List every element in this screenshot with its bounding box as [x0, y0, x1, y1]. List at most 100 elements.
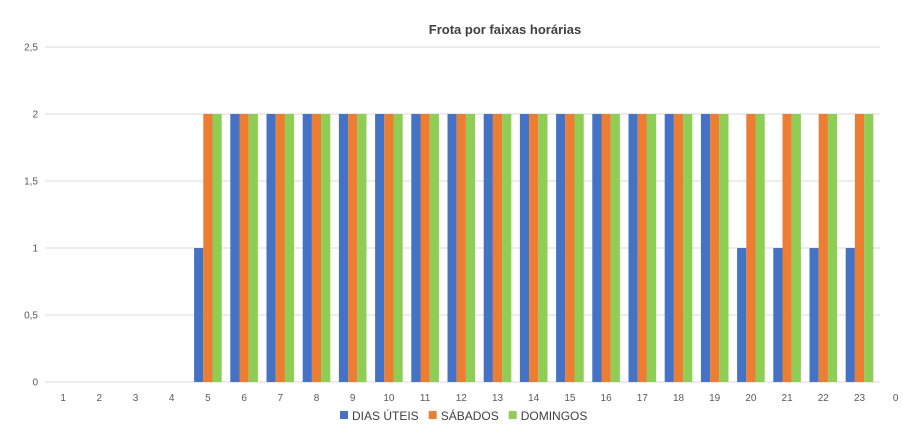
bar-s-bados-12	[456, 114, 466, 382]
bar-dias-teis-19	[700, 114, 711, 382]
bar-dias-teis-18	[664, 114, 674, 382]
bar-dias-teis-23	[845, 248, 855, 382]
bar-domingos-19	[719, 114, 729, 382]
legend-label: DOMINGOS	[521, 409, 588, 423]
bar-s-bados-6	[239, 114, 249, 382]
bars	[194, 114, 874, 382]
legend-swatch	[508, 411, 517, 419]
bar-dias-teis-16	[592, 114, 602, 382]
bar-s-bados-21	[782, 114, 792, 382]
y-tick-label: 2	[32, 110, 38, 121]
bar-dias-teis-10	[375, 114, 385, 382]
bar-dias-teis-8	[302, 114, 312, 382]
x-axis-ticks: 1 2 3 4 5 6 7 8 9 10 11 12 13 14 15 16 17 18 19 20 21 22 23 0	[60, 393, 899, 404]
bar-domingos-15	[574, 114, 584, 382]
bar-domingos-5	[212, 114, 222, 382]
chart-title: Frota por faixas horárias	[429, 22, 581, 37]
bar-domingos-12	[465, 114, 476, 382]
x-tick-label: 19	[709, 393, 721, 404]
bar-domingos-17	[646, 114, 657, 382]
x-tick-label: 7	[278, 393, 284, 404]
x-tick-label: 18	[673, 393, 685, 404]
x-tick-label: 1	[60, 393, 66, 404]
bar-domingos-11	[429, 114, 439, 382]
x-tick-label: 12	[456, 393, 468, 404]
x-tick-label: 21	[782, 393, 794, 404]
legend: DIAS ÚTEIS SÁBADOS DOMINGOS	[340, 408, 587, 423]
x-tick-label: 20	[745, 393, 757, 404]
x-tick-label: 23	[854, 393, 866, 404]
bar-domingos-14	[538, 114, 548, 382]
bar-domingos-10	[393, 114, 403, 382]
x-tick-label: 2	[97, 393, 103, 404]
bar-s-bados-19	[710, 114, 720, 382]
y-tick-label: 1,5	[24, 177, 38, 188]
x-tick-label: 14	[528, 393, 540, 404]
legend-label: SÁBADOS	[441, 408, 499, 423]
bar-dias-teis-21	[773, 248, 783, 382]
x-tick-label: 15	[564, 393, 576, 404]
x-tick-label: 10	[383, 393, 395, 404]
legend-swatch	[428, 411, 437, 419]
bar-s-bados-8	[311, 114, 322, 382]
bar-dias-teis-11	[411, 114, 421, 382]
legend-swatch	[340, 411, 348, 419]
legend-label: DIAS ÚTEIS	[352, 408, 419, 423]
bar-s-bados-11	[420, 114, 430, 382]
bar-dias-teis-13	[483, 114, 493, 382]
x-tick-label: 11	[420, 393, 431, 404]
x-tick-label: 22	[818, 393, 830, 404]
bar-s-bados-9	[348, 114, 358, 382]
y-tick-label: 0	[32, 378, 38, 389]
bar-domingos-21	[791, 114, 801, 382]
x-tick-label: 3	[133, 393, 139, 404]
bar-dias-teis-15	[556, 114, 566, 382]
bar-s-bados-14	[529, 114, 539, 382]
x-tick-label: 6	[241, 393, 247, 404]
x-tick-label: 16	[601, 393, 613, 404]
bar-dias-teis-6	[230, 114, 240, 382]
bar-dias-teis-5	[194, 248, 204, 382]
bar-dias-teis-22	[809, 248, 819, 382]
bar-domingos-6	[248, 114, 258, 382]
bar-domingos-8	[321, 114, 331, 382]
x-tick-label: 13	[492, 393, 504, 404]
y-tick-label: 0,5	[24, 311, 38, 322]
y-axis-ticks: 0 0,5 1 1,5 2 2,5	[24, 43, 38, 389]
bar-domingos-20	[755, 114, 765, 382]
bar-s-bados-20	[746, 114, 756, 382]
x-tick-label: 5	[205, 393, 211, 404]
bar-s-bados-22	[818, 114, 828, 382]
bar-domingos-13	[502, 114, 512, 382]
bar-s-bados-15	[565, 114, 575, 382]
bar-s-bados-16	[601, 114, 611, 382]
x-tick-label: 8	[314, 393, 320, 404]
bar-s-bados-17	[637, 114, 647, 382]
bar-domingos-23	[864, 114, 874, 382]
bar-dias-teis-20	[737, 248, 747, 382]
x-tick-label: 0	[893, 393, 899, 404]
bar-domingos-9	[357, 114, 367, 382]
bar-dias-teis-17	[628, 114, 638, 382]
x-tick-label: 4	[169, 393, 175, 404]
bar-dias-teis-9	[338, 114, 349, 382]
bar-s-bados-18	[673, 114, 684, 382]
bar-domingos-22	[827, 114, 838, 382]
bar-dias-teis-14	[519, 114, 530, 382]
x-tick-label: 9	[350, 393, 356, 404]
y-tick-label: 1	[32, 244, 38, 255]
bar-s-bados-5	[203, 114, 213, 382]
bar-domingos-7	[284, 114, 295, 382]
x-tick-label: 17	[637, 393, 649, 404]
bar-s-bados-13	[492, 114, 503, 382]
bar-domingos-18	[683, 114, 693, 382]
bar-domingos-16	[610, 114, 620, 382]
bar-dias-teis-7	[266, 114, 276, 382]
bar-s-bados-23	[854, 114, 865, 382]
bar-dias-teis-12	[447, 114, 457, 382]
bar-s-bados-7	[275, 114, 285, 382]
bar-s-bados-10	[384, 114, 394, 382]
y-tick-label: 2,5	[24, 43, 38, 54]
